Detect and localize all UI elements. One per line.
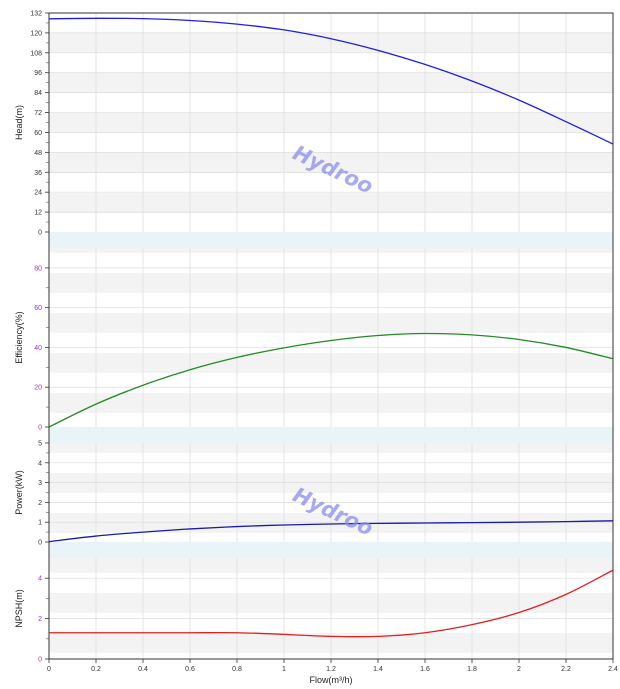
head-y-tick-label: 72: [34, 110, 42, 117]
x-tick-label: 0.2: [91, 666, 101, 673]
efficiency-y-tick-label: 40: [34, 345, 42, 352]
power-y-tick-label: 1: [38, 520, 42, 527]
x-tick-label: 2: [517, 666, 521, 673]
efficiency-curve: [48, 332, 614, 428]
panel-separator-band: [49, 427, 613, 443]
head-y-tick-label: 48: [34, 150, 42, 157]
x-tick-label: 0.4: [138, 666, 148, 673]
x-tick-label: 1.2: [326, 666, 336, 673]
panel-separator-band: [49, 542, 613, 558]
efficiency-y-tick-label: 60: [34, 305, 42, 312]
npsh-axis-label: NPSH(m): [14, 589, 24, 628]
head-curve: [48, 17, 614, 145]
head-y-tick-label: 60: [34, 130, 42, 137]
panel-separators: [49, 232, 613, 558]
npsh-y-tick-label: 2: [38, 616, 42, 623]
npsh-y-tick-label: 0: [38, 657, 42, 664]
efficiency-y-tick-label: 0: [38, 425, 42, 432]
power-axis-label: Power(kW): [14, 470, 24, 515]
x-tick-label: 0.6: [185, 666, 195, 673]
tick-labels: 0 0.2 0.4 0.6 0.8 1 1.2 1.4 1.6 1.8 2 2.2 2.40122436…: [30, 11, 618, 674]
tick-marks: [45, 12, 614, 663]
npsh-curve: [49, 569, 614, 638]
power-y-tick-label: 4: [38, 460, 42, 467]
x-tick-label: 1: [282, 666, 286, 673]
head-y-tick-label: 0: [38, 230, 42, 237]
x-tick-label: 2.2: [561, 666, 571, 673]
power-curve: [48, 520, 614, 543]
x-axis-label: Flow(m³/h): [310, 675, 353, 685]
efficiency-y-tick-label: 80: [34, 265, 42, 272]
x-tick-label: 0.8: [232, 666, 242, 673]
x-tick-label: 0: [47, 666, 51, 673]
power-y-tick-label: 2: [38, 500, 42, 507]
series-lines: [48, 17, 614, 638]
x-tick-label: 1.6: [420, 666, 430, 673]
x-tick-label: 1.8: [467, 666, 477, 673]
head-y-tick-label: 84: [34, 90, 42, 97]
head-y-tick-label: 24: [34, 190, 42, 197]
panel-separator-band: [49, 232, 613, 248]
efficiency-axis-label: Efficiency(%): [14, 311, 24, 363]
npsh-y-tick-label: 4: [38, 576, 42, 583]
x-tick-label: 2.4: [608, 666, 618, 673]
head-y-tick-label: 96: [34, 70, 42, 77]
axis-labels: Head(m) Efficiency(%) Power(kW) NPSH(m) Flow…: [14, 105, 353, 685]
x-tick-label: 1.4: [373, 666, 383, 673]
head-y-tick-label: 132: [30, 11, 42, 18]
head-axis-label: Head(m): [14, 105, 24, 140]
power-y-tick-label: 0: [38, 540, 42, 547]
efficiency-y-tick-label: 20: [34, 385, 42, 392]
power-y-tick-label: 5: [38, 441, 42, 448]
head-y-tick-label: 120: [30, 30, 42, 37]
head-y-tick-label: 108: [30, 50, 42, 57]
head-y-tick-label: 36: [34, 170, 42, 177]
power-y-tick-label: 3: [38, 480, 42, 487]
head-y-tick-label: 12: [34, 210, 42, 217]
